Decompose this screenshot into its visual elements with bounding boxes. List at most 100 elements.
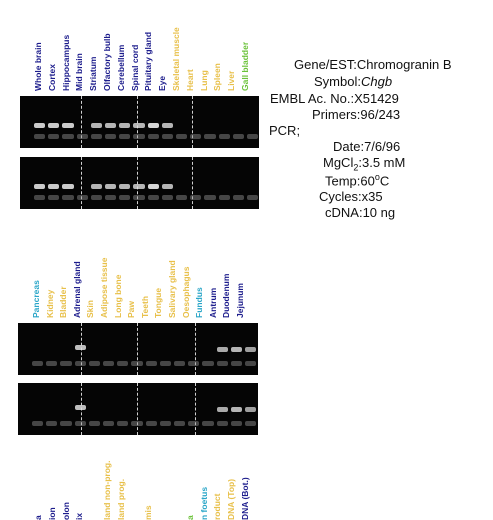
- lane-divider: [81, 157, 82, 209]
- lane-label: Long bone: [114, 275, 123, 318]
- lane-label: Cerebellum: [117, 45, 126, 91]
- gel-band-faint: [160, 361, 171, 366]
- lane-label: a: [186, 515, 195, 520]
- gel-band-faint: [103, 361, 114, 366]
- gel-band-faint: [34, 134, 45, 139]
- gel-band-faint: [190, 134, 201, 139]
- lane-label: Tongue: [154, 288, 163, 318]
- lane-label: ix: [75, 513, 84, 520]
- gel-band-faint: [190, 195, 201, 200]
- gel-band-faint: [62, 134, 73, 139]
- gel-band: [75, 345, 86, 350]
- lane-label: land prog.: [117, 479, 126, 520]
- gel-band: [62, 123, 73, 128]
- gel-band-faint: [217, 421, 228, 426]
- gel-band-faint: [75, 421, 86, 426]
- gel-band: [91, 123, 102, 128]
- lane-label: Skin: [86, 300, 95, 318]
- primers-key: Primers:: [312, 107, 360, 122]
- lane-label: Whole brain: [34, 42, 43, 91]
- gel-band: [62, 184, 73, 189]
- lane-label: mis: [144, 505, 153, 520]
- gel-band-faint: [146, 361, 157, 366]
- gel-band-faint: [233, 195, 244, 200]
- gel-band-faint: [105, 134, 116, 139]
- gel-band-faint: [32, 361, 43, 366]
- gel-band-faint: [245, 361, 256, 366]
- lane-label: Heart: [186, 69, 195, 91]
- lane-label: Fundus: [195, 287, 204, 318]
- lane-divider: [195, 383, 196, 435]
- pcr-heading: PCR;: [269, 123, 300, 138]
- gel-band-faint: [77, 134, 88, 139]
- gel-band: [217, 407, 228, 412]
- gel-band-faint: [204, 195, 215, 200]
- gel-band-faint: [204, 134, 215, 139]
- gel-band: [245, 347, 256, 352]
- gel-band: [162, 184, 173, 189]
- lane-label: Gall bladder: [241, 42, 250, 91]
- primers-value: 96/243: [360, 107, 400, 122]
- temp-value: 60: [360, 173, 374, 188]
- gel-band-faint: [89, 361, 100, 366]
- lane-divider: [137, 96, 138, 148]
- lane-label: Skeletal muscle: [172, 27, 181, 91]
- gel-band-faint: [46, 421, 57, 426]
- gel-band-faint: [77, 195, 88, 200]
- gel-band: [105, 184, 116, 189]
- embl-value: X51429: [354, 91, 399, 106]
- gel-band-faint: [162, 195, 173, 200]
- mgcl-key: MgCl: [323, 155, 353, 170]
- cycles-line: Cycles:x35: [319, 189, 383, 204]
- cdna-value: 10 ng: [363, 205, 396, 220]
- gel-band-faint: [217, 361, 228, 366]
- gel-band: [231, 347, 242, 352]
- gel-band-faint: [174, 361, 185, 366]
- lane-label: Teeth: [141, 296, 150, 318]
- lane-label: land non-prog.: [103, 461, 112, 520]
- lane-label: Antrum: [209, 288, 218, 318]
- gel-band: [34, 123, 45, 128]
- lane-divider: [81, 96, 82, 148]
- gene-value: Chromogranin B: [357, 57, 452, 72]
- date-value: 7/6/96: [364, 139, 400, 154]
- gel-band-faint: [46, 361, 57, 366]
- lane-label: ion: [48, 507, 57, 520]
- gel-band-faint: [247, 195, 258, 200]
- lane-label: Duodenum: [222, 274, 231, 318]
- date-key: Date:: [333, 139, 364, 154]
- primers-line: Primers:96/243: [312, 107, 400, 122]
- gel-band: [245, 407, 256, 412]
- symbol-value: Chgb: [361, 74, 392, 89]
- gel-band-faint: [219, 195, 230, 200]
- gel-band: [48, 123, 59, 128]
- lane-label: Hippocampus: [62, 35, 71, 91]
- cycles-key: Cycles:: [319, 189, 362, 204]
- lane-label: Salivary gland: [168, 260, 177, 318]
- lane-label: Spleen: [213, 63, 222, 91]
- gel-band-faint: [48, 134, 59, 139]
- lane-divider: [192, 157, 193, 209]
- lane-label: Eye: [158, 76, 167, 91]
- lane-label: DNA (Bot.): [241, 477, 250, 520]
- gel-band-faint: [162, 134, 173, 139]
- embl-key: EMBL Ac. No.:: [270, 91, 354, 106]
- lane-label: Jejunum: [236, 283, 245, 318]
- lane-label: Mid brain: [75, 53, 84, 91]
- gel-band-faint: [202, 421, 213, 426]
- gel-band-faint: [131, 361, 142, 366]
- cdna-line: cDNA:10 ng: [325, 205, 395, 220]
- gel-band-faint: [60, 421, 71, 426]
- gel-image-panel1-top: [20, 96, 259, 148]
- gel-band: [105, 123, 116, 128]
- gel-band: [119, 184, 130, 189]
- lane-label: Paw: [127, 301, 136, 318]
- gel-band-faint: [32, 421, 43, 426]
- temp-key: Temp:: [325, 173, 360, 188]
- date-line: Date:7/6/96: [333, 139, 400, 154]
- gel-band: [48, 184, 59, 189]
- lane-label: DNA (Top): [227, 479, 236, 520]
- lane-label: Kidney: [46, 290, 55, 318]
- lane-label: Oesophagus: [182, 267, 191, 318]
- gel-band-faint: [146, 421, 157, 426]
